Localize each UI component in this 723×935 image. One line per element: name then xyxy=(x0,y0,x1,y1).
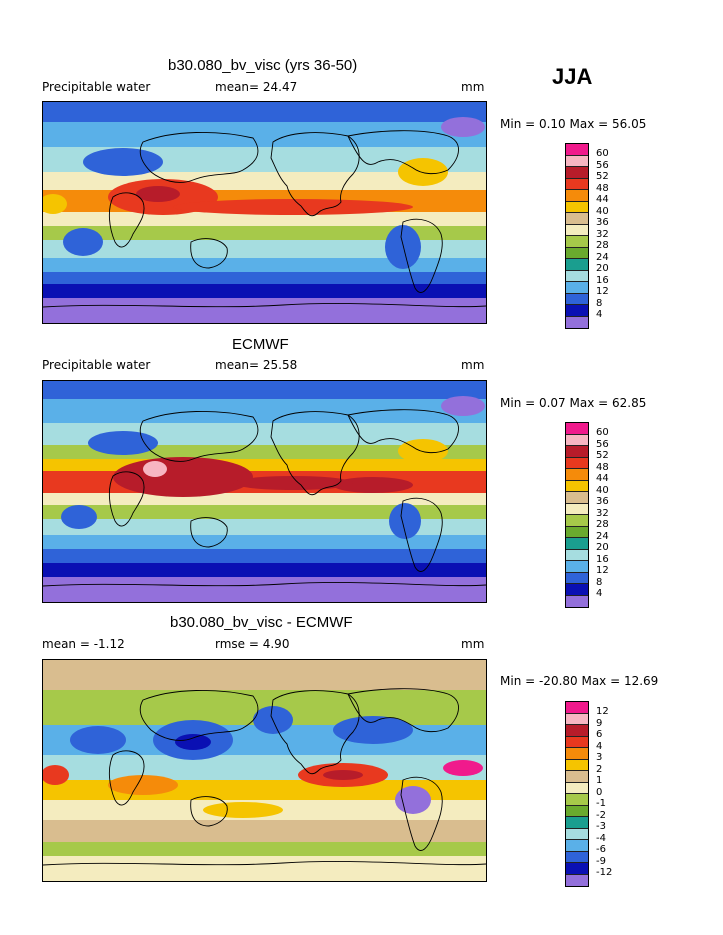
cbar3-tick: 0 xyxy=(596,786,603,798)
cbar2-tick: 56 xyxy=(596,438,609,450)
cbar3-tick: 3 xyxy=(596,752,603,763)
cbar1-tick: 32 xyxy=(596,228,609,240)
cbar3-tick: 2 xyxy=(596,763,603,775)
panel1-map-field xyxy=(43,102,486,323)
season-label: JJA xyxy=(552,64,593,89)
cbar1-tick: 36 xyxy=(596,217,609,228)
cbar2-tick: 32 xyxy=(596,507,609,519)
cbar2-tick: 44 xyxy=(596,473,609,484)
cbar1-tick: 8 xyxy=(596,297,603,309)
cbar2-tick: 60 xyxy=(596,427,609,438)
panel1-mean: mean= 24.47 xyxy=(215,80,298,94)
panel2-unit: mm xyxy=(461,358,485,372)
cbar2-tick: 8 xyxy=(596,576,603,588)
panel2-left-label: Precipitable water xyxy=(42,358,151,372)
cbar1-tick: 40 xyxy=(596,205,609,217)
cbar1-tick: 52 xyxy=(596,171,609,182)
panel3-unit: mm xyxy=(461,637,485,651)
cbar1-tick: 48 xyxy=(596,182,609,194)
panel3-mean: mean = -1.12 xyxy=(42,637,125,651)
cbar1-tick: 4 xyxy=(596,309,603,320)
cbar1-tick: 28 xyxy=(596,240,609,251)
cbar3-tick: 6 xyxy=(596,729,603,740)
cbar3-tick: -1 xyxy=(596,798,606,809)
cbar2-tick: 16 xyxy=(596,553,609,565)
panel1-left-label: Precipitable water xyxy=(42,80,151,94)
panel2-title: ECMWF xyxy=(232,336,289,353)
panel3-map-field xyxy=(43,660,486,881)
panel1-unit: mm xyxy=(461,80,485,94)
cbar3-tick: -12 xyxy=(596,867,613,878)
cbar1-tick: 60 xyxy=(596,148,609,159)
panel3-colorbar xyxy=(565,701,589,887)
panel1-minmax: Min = 0.10 Max = 56.05 xyxy=(500,117,647,131)
cbar1-tick: 12 xyxy=(596,286,609,297)
panel2-map xyxy=(42,380,487,603)
panel3-map xyxy=(42,659,487,882)
cbar3-tick: -6 xyxy=(596,844,606,855)
panel1-colorbar xyxy=(565,143,589,329)
panel3-title: b30.080_bv_visc - ECMWF xyxy=(170,614,353,631)
cbar2-tick: 52 xyxy=(596,450,609,461)
panel2-minmax: Min = 0.07 Max = 62.85 xyxy=(500,396,647,410)
panel1-title: b30.080_bv_visc (yrs 36-50) xyxy=(168,57,358,74)
panel1-map xyxy=(42,101,487,324)
panel2-map-field xyxy=(43,381,486,602)
cbar2-tick: 36 xyxy=(596,496,609,507)
cbar2-tick: 28 xyxy=(596,519,609,530)
cbar2-tick: 40 xyxy=(596,484,609,496)
cbar2-tick: 24 xyxy=(596,530,609,542)
cbar2-tick: 4 xyxy=(596,588,603,599)
cbar3-tick: 9 xyxy=(596,717,603,729)
cbar3-tick: -2 xyxy=(596,809,606,821)
cbar1-tick: 16 xyxy=(596,274,609,286)
cbar3-tick: -4 xyxy=(596,832,606,844)
cbar2-tick: 20 xyxy=(596,542,609,553)
cbar1-tick: 20 xyxy=(596,263,609,274)
cbar3-tick: 1 xyxy=(596,775,603,786)
panel2-colorbar xyxy=(565,422,589,608)
cbar1-tick: 44 xyxy=(596,194,609,205)
cbar2-tick: 12 xyxy=(596,565,609,576)
panel2-mean: mean= 25.58 xyxy=(215,358,298,372)
cbar1-tick: 56 xyxy=(596,159,609,171)
cbar3-tick: 4 xyxy=(596,740,603,752)
panel3-rmse: rmse = 4.90 xyxy=(215,637,290,651)
cbar3-tick: -3 xyxy=(596,821,606,832)
cbar2-tick: 48 xyxy=(596,461,609,473)
cbar1-tick: 24 xyxy=(596,251,609,263)
cbar3-tick: -9 xyxy=(596,855,606,867)
cbar3-tick: 12 xyxy=(596,706,609,717)
panel3-minmax: Min = -20.80 Max = 12.69 xyxy=(500,674,659,688)
